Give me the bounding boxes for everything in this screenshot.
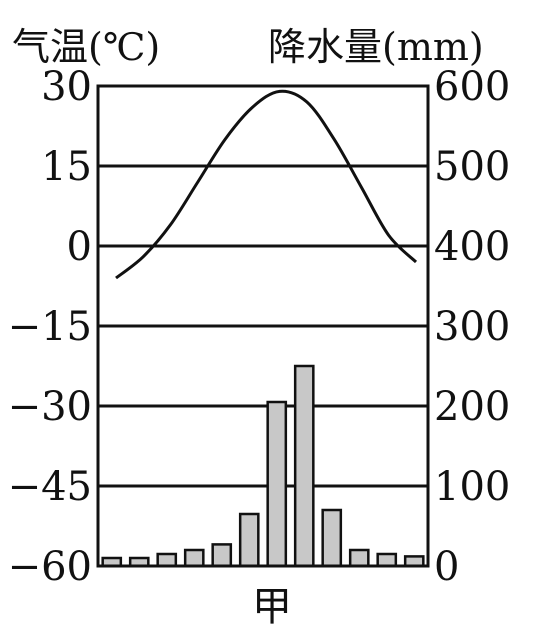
precipitation-bars — [101, 364, 425, 568]
precipitation-bar — [211, 543, 233, 568]
precipitation-bar — [376, 552, 398, 568]
left-tick-label: 30 — [41, 64, 92, 110]
right-axis-title: 降水量(mm) — [268, 25, 484, 69]
left-axis-ticks: 30 15 0 −15 −30 −45 −60 — [8, 64, 92, 590]
plot-frame — [96, 84, 430, 568]
right-tick-label: 500 — [434, 144, 510, 190]
right-tick-label: 0 — [434, 544, 459, 590]
chart-caption: 甲 — [252, 584, 292, 630]
left-tick-label: −30 — [8, 384, 92, 430]
left-tick-label: 0 — [67, 224, 92, 270]
left-tick-label: 15 — [41, 144, 92, 190]
precipitation-bar — [321, 508, 343, 568]
right-axis-ticks: 600 500 400 300 200 100 0 — [434, 64, 510, 590]
left-axis-title: 气温(℃) — [12, 25, 160, 69]
left-tick-label: −60 — [8, 544, 92, 590]
right-tick-label: 300 — [434, 304, 510, 350]
right-tick-label: 200 — [434, 384, 510, 430]
right-tick-label: 400 — [434, 224, 510, 270]
precipitation-bar — [266, 400, 288, 568]
right-tick-label: 100 — [434, 464, 510, 510]
precipitation-bar — [238, 512, 260, 568]
gridlines — [98, 164, 428, 488]
left-tick-label: −45 — [8, 464, 92, 510]
precipitation-bar — [183, 548, 205, 568]
precipitation-bar — [348, 548, 370, 568]
precipitation-bar — [293, 364, 315, 568]
left-tick-label: −15 — [8, 304, 92, 350]
temperature-curve — [115, 89, 418, 280]
right-tick-label: 600 — [434, 64, 510, 110]
precipitation-bar — [156, 552, 178, 568]
